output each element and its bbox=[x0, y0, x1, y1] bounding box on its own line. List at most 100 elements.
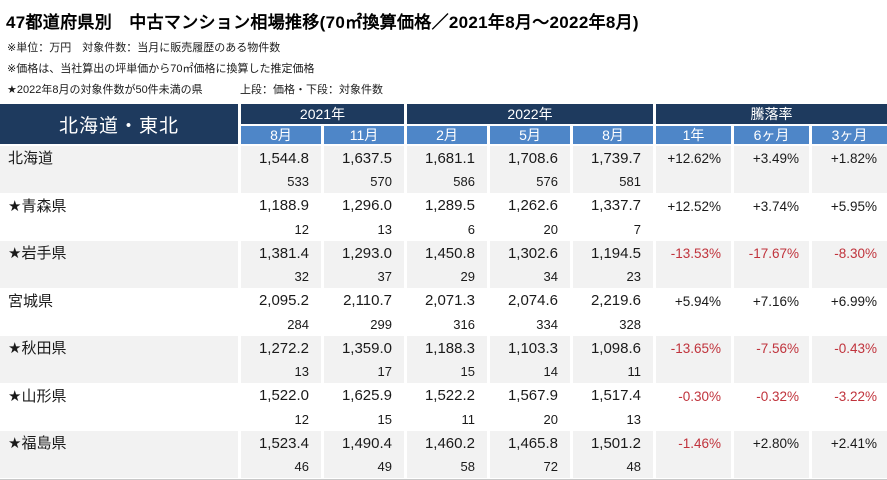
price-cell: 1,517.4 bbox=[590, 387, 641, 404]
rate-cell: -13.65% bbox=[656, 336, 731, 383]
count-cell: 58 bbox=[407, 455, 487, 478]
rate-cell: +5.94% bbox=[674, 293, 721, 309]
count-cell: 6 bbox=[467, 221, 475, 237]
rate-cell: -0.43% bbox=[812, 336, 887, 383]
region-header: 北海道・東北 bbox=[0, 104, 238, 146]
count-cell: 7 bbox=[633, 221, 641, 237]
rate-cell: +3.74% bbox=[752, 198, 799, 214]
price-cell: 1,194.5 bbox=[573, 241, 653, 265]
count-cell: 12 bbox=[294, 221, 309, 237]
rate-cell: +3.49% bbox=[734, 146, 809, 193]
rate-cell: -0.30% bbox=[678, 388, 721, 404]
price-cell: 1,188.3 bbox=[407, 336, 487, 360]
price-cell: 1,188.9 bbox=[258, 197, 309, 214]
rate-cell: -3.22% bbox=[834, 388, 877, 404]
rate-cell: -8.30% bbox=[812, 241, 887, 288]
col-header-2022-02: 2月 bbox=[407, 126, 487, 146]
count-cell: 12 bbox=[294, 411, 309, 427]
price-cell: 2,219.6 bbox=[590, 292, 641, 309]
price-cell: 1,739.7 bbox=[573, 146, 653, 170]
rate-cell: -13.53% bbox=[656, 241, 731, 288]
pref-name-cell: 北海道 bbox=[0, 146, 238, 193]
count-cell: 13 bbox=[241, 360, 321, 383]
pref-name-cell: 宮城県 bbox=[8, 292, 54, 310]
price-note: ※価格は、当社算出の坪単価から70㎡価格に換算した推定価格 bbox=[7, 63, 315, 75]
price-cell: 1,544.8 bbox=[241, 146, 321, 170]
count-cell: 284 bbox=[287, 316, 309, 332]
price-cell: 1,293.0 bbox=[324, 241, 404, 265]
count-cell: 586 bbox=[407, 170, 487, 193]
col-header-rate-3m: 3ヶ月 bbox=[812, 126, 887, 146]
count-cell: 20 bbox=[543, 411, 558, 427]
rate-cell: +1.82% bbox=[812, 146, 887, 193]
price-cell: 1,708.6 bbox=[490, 146, 570, 170]
count-cell: 32 bbox=[241, 265, 321, 288]
rate-cell: +12.52% bbox=[667, 198, 721, 214]
count-cell: 23 bbox=[573, 265, 653, 288]
count-cell: 581 bbox=[573, 170, 653, 193]
count-cell: 15 bbox=[377, 411, 392, 427]
price-cell: 1,681.1 bbox=[407, 146, 487, 170]
col-header-2021-11: 11月 bbox=[324, 126, 404, 146]
rate-group-header: 騰落率 bbox=[656, 104, 887, 126]
count-cell: 20 bbox=[543, 221, 558, 237]
price-table: 北海道・東北 2021年 2022年 騰落率 8月 11月 2月 5月 8月 1… bbox=[0, 104, 887, 480]
unit-note: ※単位：万円 対象件数：当月に販売履歴のある物件数 bbox=[7, 42, 281, 54]
note-row: ★2022年8月の対象件数が50件未満の県 上段：価格・下段：対象件数 bbox=[7, 80, 887, 101]
col-header-2021-08: 8月 bbox=[241, 126, 321, 146]
price-cell: 1,625.9 bbox=[341, 387, 392, 404]
rate-cell: -7.56% bbox=[734, 336, 809, 383]
price-cell: 1,337.7 bbox=[590, 197, 641, 214]
rate-cell: +2.80% bbox=[734, 431, 809, 478]
price-cell: 1,522.0 bbox=[258, 387, 309, 404]
count-cell: 49 bbox=[324, 455, 404, 478]
legend-note: 上段：価格・下段：対象件数 bbox=[240, 84, 383, 96]
price-cell: 1,289.5 bbox=[424, 197, 475, 214]
col-header-rate-6m: 6ヶ月 bbox=[734, 126, 809, 146]
pref-name-cell: ★岩手県 bbox=[0, 241, 238, 288]
price-cell: 1,098.6 bbox=[573, 336, 653, 360]
count-cell: 29 bbox=[407, 265, 487, 288]
price-cell: 1,490.4 bbox=[324, 431, 404, 455]
count-cell: 11 bbox=[461, 411, 476, 427]
count-cell: 13 bbox=[377, 221, 392, 237]
pref-name-cell: ★山形県 bbox=[8, 387, 67, 405]
price-cell: 1,103.3 bbox=[490, 336, 570, 360]
price-cell: 1,381.4 bbox=[241, 241, 321, 265]
count-cell: 299 bbox=[370, 316, 392, 332]
count-cell: 533 bbox=[241, 170, 321, 193]
price-cell: 1,460.2 bbox=[407, 431, 487, 455]
count-cell: 13 bbox=[626, 411, 641, 427]
star-note: ★2022年8月の対象件数が50件未満の県 bbox=[7, 84, 203, 96]
page-title: 47都道府県別 中古マンション相場推移(70㎡換算価格／2021年8月～2022… bbox=[6, 13, 639, 32]
price-cell: 1,272.2 bbox=[241, 336, 321, 360]
count-cell: 316 bbox=[453, 316, 475, 332]
pref-name-cell: ★福島県 bbox=[0, 431, 238, 478]
price-cell: 1,465.8 bbox=[490, 431, 570, 455]
count-cell: 334 bbox=[536, 316, 558, 332]
rate-cell: -1.46% bbox=[656, 431, 731, 478]
rate-cell: +2.41% bbox=[812, 431, 887, 478]
count-cell: 15 bbox=[407, 360, 487, 383]
price-cell: 1,359.0 bbox=[324, 336, 404, 360]
pref-name-cell: ★秋田県 bbox=[0, 336, 238, 383]
rate-cell: -17.67% bbox=[734, 241, 809, 288]
count-cell: 37 bbox=[324, 265, 404, 288]
count-cell: 46 bbox=[241, 455, 321, 478]
price-cell: 2,071.3 bbox=[424, 292, 475, 309]
count-cell: 34 bbox=[490, 265, 570, 288]
rate-cell: +7.16% bbox=[752, 293, 799, 309]
count-cell: 570 bbox=[324, 170, 404, 193]
rate-cell: +12.62% bbox=[656, 146, 731, 193]
price-cell: 2,110.7 bbox=[343, 292, 392, 309]
price-cell: 2,074.6 bbox=[507, 292, 558, 309]
pref-name-cell: ★青森県 bbox=[8, 197, 67, 215]
price-cell: 1,567.9 bbox=[507, 387, 558, 404]
price-cell: 1,302.6 bbox=[490, 241, 570, 265]
year-group-2021: 2021年 bbox=[241, 104, 404, 126]
count-cell: 72 bbox=[490, 455, 570, 478]
count-cell: 17 bbox=[324, 360, 404, 383]
price-cell: 1,501.2 bbox=[573, 431, 653, 455]
price-cell: 2,095.2 bbox=[258, 292, 309, 309]
